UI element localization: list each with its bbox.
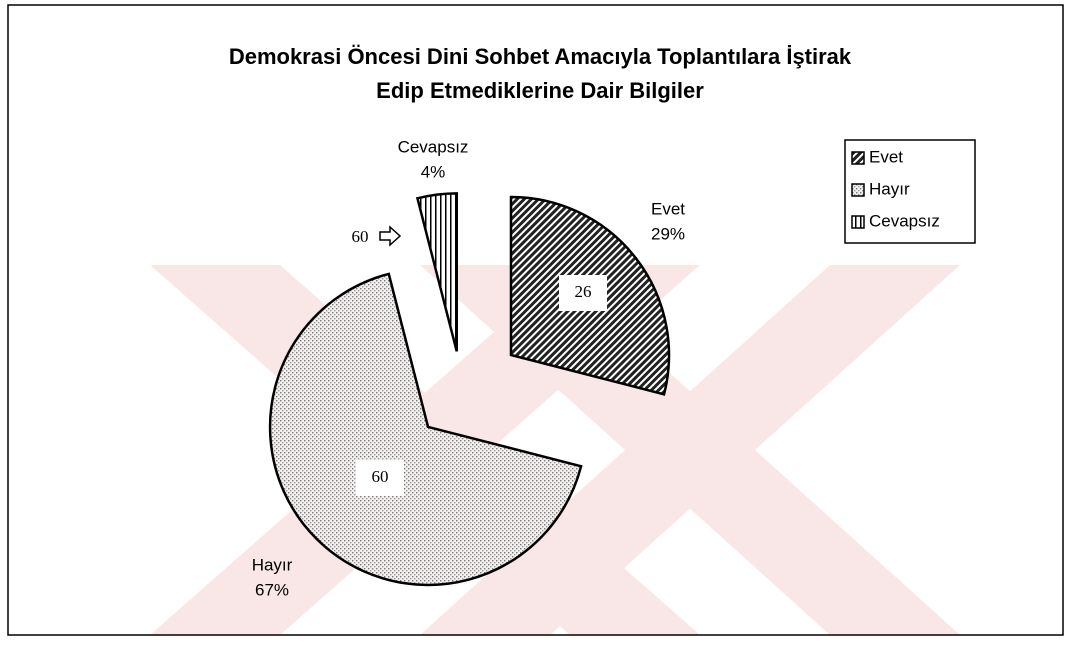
legend-label: Evet xyxy=(869,147,903,166)
pie-slice xyxy=(268,272,583,587)
legend xyxy=(844,139,976,244)
legend-swatch xyxy=(851,151,865,165)
slice-percent: 29% xyxy=(651,224,685,243)
slice-label: Hayır xyxy=(252,555,293,574)
slice-label: Cevapsız xyxy=(398,137,469,156)
chart-title: Edip Etmediklerine Dair Bilgiler xyxy=(376,78,704,103)
count-box xyxy=(356,460,404,496)
legend-label: Cevapsız xyxy=(869,211,940,230)
count-box xyxy=(559,275,607,311)
count-label: 26 xyxy=(575,282,592,301)
arrow xyxy=(379,225,402,247)
count-label: 60 xyxy=(372,467,389,486)
slice-label: Evet xyxy=(651,199,685,218)
pie-slice xyxy=(415,192,458,352)
count-label: 60 xyxy=(352,227,369,246)
chart-title: Demokrasi Öncesi Dini Sohbet Amacıyla To… xyxy=(229,44,852,69)
slice-percent: 4% xyxy=(421,162,446,181)
legend-swatch xyxy=(851,183,865,197)
legend-swatch xyxy=(851,215,865,229)
frame xyxy=(7,4,1064,636)
slice-percent: 67% xyxy=(255,580,289,599)
legend-label: Hayır xyxy=(869,179,910,198)
